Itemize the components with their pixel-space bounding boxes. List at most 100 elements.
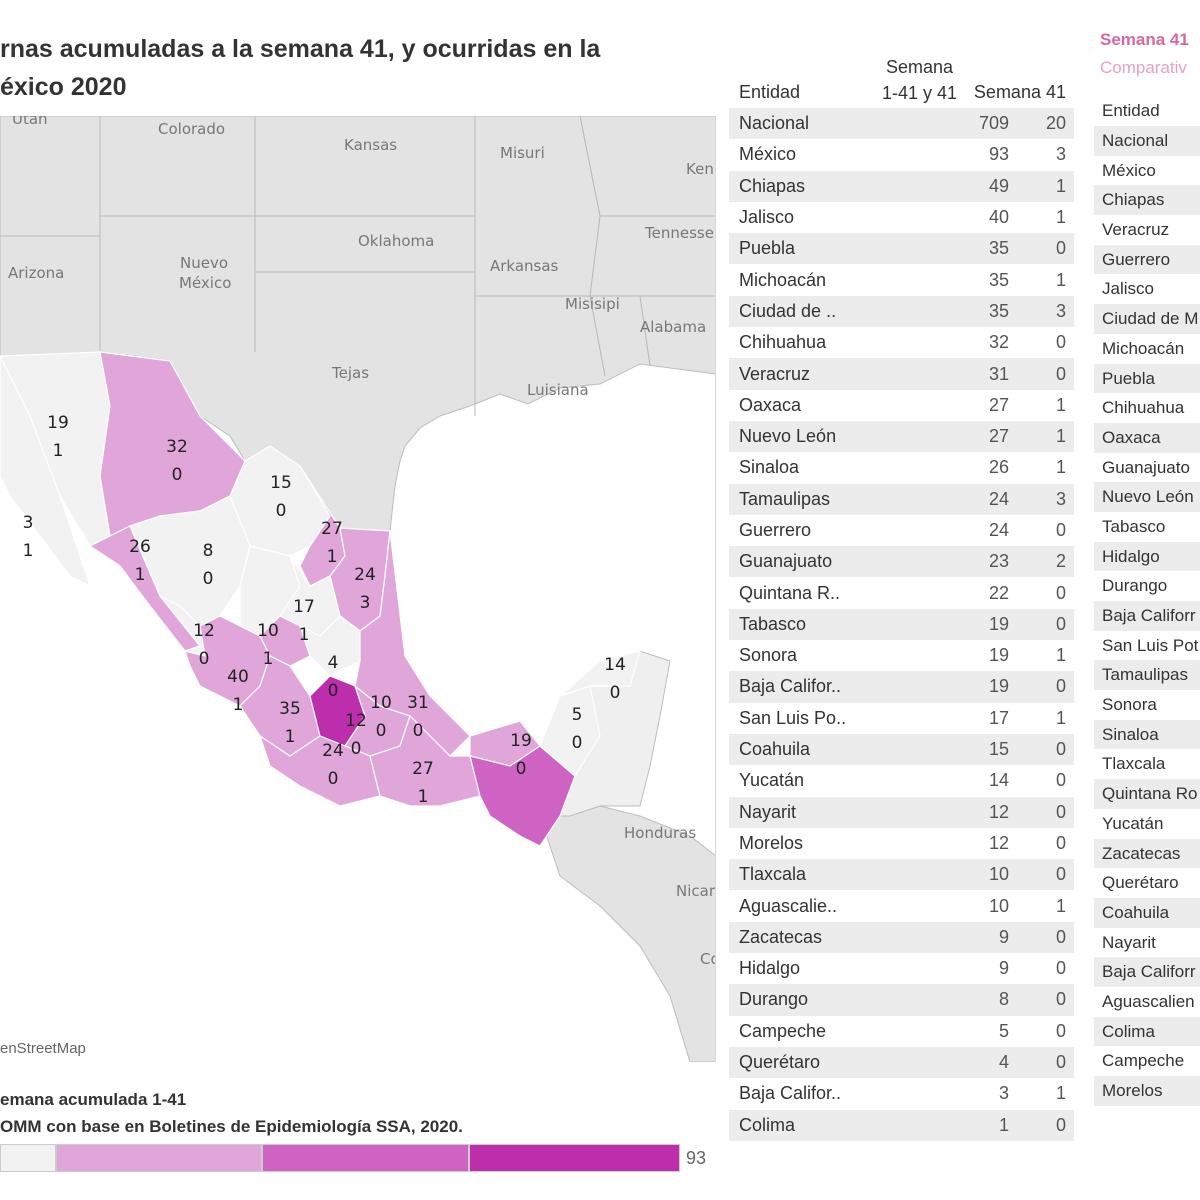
row-acumulada: 19 (988, 613, 1009, 634)
row-acumulada: 14 (988, 770, 1009, 791)
row-semana-41: 0 (1055, 238, 1066, 259)
table-row[interactable]: Sinaloa 26 1 (729, 452, 1074, 483)
table-row[interactable]: Chiapas 49 1 (729, 170, 1074, 202)
state-value: 1 (23, 541, 34, 561)
table-row[interactable]: Coahuila 15 0 (729, 733, 1074, 766)
table-row[interactable]: Tlaxcala 10 0 (729, 859, 1074, 891)
row-acumulada: 19 (988, 676, 1009, 697)
state-campeche (539, 685, 601, 777)
place-label: Nuevo (180, 254, 228, 272)
comparison-row[interactable]: Oaxaca (1094, 422, 1200, 453)
comparison-row[interactable]: Puebla (1094, 363, 1200, 394)
table-row[interactable]: Aguascalie.. 10 1 (729, 890, 1074, 921)
table-row[interactable]: Campeche 5 0 (729, 1016, 1074, 1047)
state-value: 24 (322, 741, 344, 761)
table-row[interactable]: Zacatecas 9 0 (729, 921, 1074, 954)
comparison-row[interactable]: Guerrero (1094, 244, 1200, 275)
comparison-row[interactable]: Ciudad de M (1094, 304, 1200, 334)
table-row[interactable]: Jalisco 40 1 (729, 202, 1074, 233)
state-value: 5 (572, 705, 583, 725)
table-row[interactable]: Guanajuato 23 2 (729, 546, 1074, 578)
row-entidad: Aguascalie.. (739, 895, 838, 916)
comparison-row[interactable]: Nuevo León (1094, 482, 1200, 512)
cases-table: Entidad Semana 1-41 y 41 Semana 41 Nacio… (729, 52, 1074, 1141)
comparison-row[interactable]: Quintana Ro (1094, 779, 1200, 809)
header-acumulada[interactable]: Semana 1-41 y 41 (882, 54, 957, 106)
place-label: Co (700, 950, 716, 968)
table-row[interactable]: México 93 3 (729, 139, 1074, 170)
comparison-row[interactable]: Zacatecas (1094, 838, 1200, 869)
comparison-row[interactable]: Colima (1094, 1016, 1200, 1047)
comparison-row[interactable]: Tamaulipas (1094, 660, 1200, 691)
place-label: Misisipi (565, 295, 620, 313)
comparison-row[interactable]: Michoacán (1102, 338, 1185, 358)
row-semana-41: 0 (1055, 739, 1066, 760)
comparison-row[interactable]: Hidalgo (1094, 541, 1200, 572)
row-semana-41: 0 (1055, 958, 1066, 979)
table-row[interactable]: Nuevo León 27 1 (729, 420, 1074, 453)
row-entidad: Nacional (739, 113, 810, 134)
table-row[interactable]: Chihuahua 32 0 (729, 327, 1074, 358)
comparison-row[interactable]: Aguascalien (1102, 991, 1195, 1011)
comparison-row[interactable]: Nacional (1094, 126, 1200, 156)
table-row[interactable]: Baja Califor.. 19 0 (729, 671, 1074, 703)
map-canvas[interactable]: Utah Colorado Kansas Misuri Ken Oklahoma… (0, 116, 716, 1062)
comparison-row[interactable]: Durango (1102, 576, 1168, 596)
comparison-row[interactable]: Baja Califorr (1094, 957, 1200, 987)
header-entidad[interactable]: Entidad (739, 82, 801, 102)
row-entidad: Baja Califor.. (739, 1083, 842, 1104)
comparison-row[interactable]: Campeche (1102, 1051, 1185, 1071)
table-row[interactable]: Morelos 12 0 (729, 828, 1074, 859)
state-value: 35 (279, 699, 301, 719)
comparison-row[interactable]: México (1102, 160, 1156, 180)
table-row[interactable]: Tabasco 19 0 (729, 608, 1074, 641)
row-acumulada: 17 (988, 707, 1009, 728)
row-acumulada: 32 (988, 332, 1009, 353)
comparison-row[interactable]: Baja Califorr (1094, 601, 1200, 631)
table-row[interactable]: Durango 8 0 (729, 984, 1074, 1016)
state-value: 19 (510, 731, 532, 751)
table-row[interactable]: Ciudad de .. 35 3 (729, 295, 1074, 328)
comparison-row[interactable]: Morelos (1094, 1076, 1200, 1106)
comparison-row[interactable]: Yucatán (1102, 813, 1164, 833)
table-row[interactable]: Colima 1 0 (729, 1109, 1074, 1141)
comparison-row[interactable]: San Luis Pot (1102, 635, 1199, 655)
row-semana-41: 1 (1055, 457, 1066, 478)
row-semana-41: 0 (1055, 864, 1066, 885)
comparison-row[interactable]: Sonora (1102, 695, 1157, 715)
table-row[interactable]: Sonora 19 1 (729, 640, 1074, 671)
central-america (539, 805, 715, 1062)
comparison-row[interactable]: Veracruz (1102, 220, 1170, 240)
table-row[interactable]: Tamaulipas 24 3 (729, 483, 1074, 515)
comparison-header[interactable]: Entidad (1102, 101, 1160, 120)
row-entidad: Baja Califor.. (739, 676, 842, 697)
table-row[interactable]: Hidalgo 9 0 (729, 953, 1074, 984)
comparison-row[interactable]: Tabasco (1102, 516, 1166, 536)
comparison-row[interactable]: Chiapas (1094, 185, 1200, 216)
table-row[interactable]: Oaxaca 27 1 (729, 390, 1074, 421)
table-row[interactable]: Nayarit 12 0 (729, 796, 1074, 828)
table-row[interactable]: Puebla 35 0 (729, 233, 1074, 265)
row-entidad: Chiapas (739, 175, 806, 196)
table-row[interactable]: Guerrero 24 0 (729, 515, 1074, 546)
comparison-row[interactable]: Jalisco (1102, 279, 1154, 299)
map[interactable]: Utah Colorado Kansas Misuri Ken Oklahoma… (0, 116, 716, 1062)
comparison-row[interactable]: Coahuila (1094, 897, 1200, 928)
table-row[interactable]: Yucatán 14 0 (729, 765, 1074, 796)
table-row[interactable]: Baja Califor.. 3 1 (729, 1078, 1074, 1109)
table-row[interactable]: Michoacán 35 1 (729, 264, 1074, 295)
table-row[interactable]: Quintana R.. 22 0 (729, 577, 1074, 608)
row-semana-41: 1 (1055, 426, 1066, 447)
comparison-row[interactable]: Querétaro (1102, 873, 1179, 893)
comparison-row[interactable]: Chihuahua (1102, 398, 1185, 418)
table-row[interactable]: Veracruz 31 0 (729, 358, 1074, 390)
comparison-row[interactable]: Tlaxcala (1102, 754, 1166, 774)
table-row[interactable]: Querétaro 4 0 (729, 1046, 1074, 1079)
comparison-row[interactable]: Sinaloa (1094, 719, 1200, 750)
comparison-row[interactable]: Guanajuato (1102, 457, 1190, 477)
comparison-row[interactable]: Nayarit (1102, 932, 1156, 952)
table-row[interactable]: Nacional 709 20 (729, 108, 1074, 140)
table-row[interactable]: San Luis Po.. 17 1 (729, 703, 1074, 734)
row-entidad: Tlaxcala (739, 864, 807, 885)
header-semana-41[interactable]: Semana 41 (973, 82, 1066, 102)
